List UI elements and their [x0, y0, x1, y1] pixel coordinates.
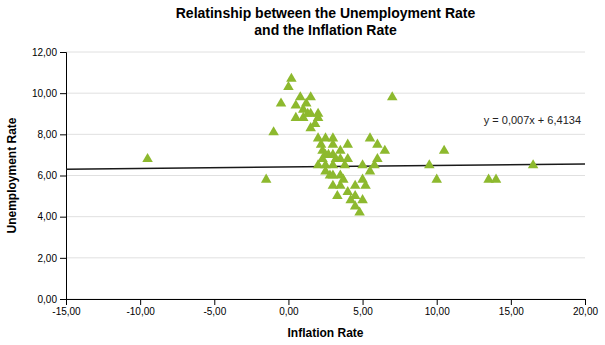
tick: -5,00: [203, 299, 226, 317]
tick-label: 6,00: [38, 170, 58, 181]
point: [439, 145, 450, 154]
y-axis-title: Unemployment Rate: [5, 117, 19, 233]
tick-mark: [288, 299, 289, 305]
tick-label: 0,00: [38, 294, 58, 305]
tick-label: 10,00: [32, 88, 57, 99]
tick: 4,00: [38, 211, 66, 222]
tick: 0,00: [38, 294, 66, 305]
tick-mark: [60, 299, 66, 300]
point: [328, 139, 339, 148]
point: [276, 97, 287, 106]
point: [283, 81, 294, 90]
tick-mark: [60, 52, 66, 53]
grid-line: [66, 216, 585, 217]
point: [291, 99, 302, 108]
point: [295, 91, 306, 100]
point: [360, 180, 371, 189]
x-axis-title: Inflation Rate: [287, 326, 363, 340]
tick: 15,00: [499, 299, 524, 317]
point: [424, 159, 435, 168]
point: [142, 153, 153, 162]
tick-mark: [60, 258, 66, 259]
point: [261, 174, 272, 183]
tick-mark: [60, 176, 66, 177]
tick-label: 0,00: [279, 306, 299, 317]
point: [350, 190, 361, 199]
tick-mark: [511, 299, 512, 305]
point: [268, 126, 279, 135]
tick: 12,00: [32, 47, 66, 58]
tick: 5,00: [353, 299, 373, 317]
tick: -10,00: [126, 299, 155, 317]
point: [387, 91, 398, 100]
grid: [66, 52, 585, 299]
tick-mark: [60, 217, 66, 218]
tick: 2,00: [38, 253, 66, 264]
point: [357, 159, 368, 168]
plot: -15,00 -10,00 -5,00 0,00 5,00 10,00 15,00 20,00…: [32, 47, 598, 317]
tick: 8,00: [38, 129, 66, 140]
point: [305, 91, 316, 100]
annotation: y = 0,007x + 6,4134: [484, 114, 581, 126]
point: [431, 174, 442, 183]
point: [491, 174, 502, 183]
tick-mark: [140, 299, 141, 305]
point: [354, 206, 365, 215]
tick: 0,00: [279, 299, 299, 317]
grid-line: [66, 52, 585, 53]
tick-label: 8,00: [38, 129, 58, 140]
point: [357, 194, 368, 203]
point: [342, 153, 353, 162]
point: [365, 132, 376, 141]
marks: [66, 73, 585, 216]
tick: 10,00: [32, 88, 66, 99]
tick: 6,00: [38, 170, 66, 181]
point: [528, 159, 539, 168]
tick-label: 2,00: [38, 253, 58, 264]
tick-label: -10,00: [126, 306, 155, 317]
point: [342, 139, 353, 148]
axis-line: [60, 53, 67, 300]
tick-label: 10,00: [425, 306, 450, 317]
tick-label: -5,00: [203, 306, 226, 317]
point: [332, 190, 343, 199]
point: [286, 73, 297, 82]
tick-mark: [60, 134, 66, 135]
title: Relatinship between the Unemployment Rat…: [176, 5, 476, 38]
tick: 10,00: [425, 299, 450, 317]
point: [372, 139, 383, 148]
y-axis: 0,00 2,00 4,00 6,00 8,00 10,00 12,00: [32, 47, 67, 305]
tick-mark: [214, 299, 215, 305]
point: [380, 145, 391, 154]
tick: 20,00: [573, 299, 598, 317]
tick-mark: [585, 299, 586, 305]
tick-label: 12,00: [32, 47, 57, 58]
tick-mark: [363, 299, 364, 305]
tick-mark: [60, 93, 66, 94]
point: [338, 174, 349, 183]
x-axis: -15,00 -10,00 -5,00 0,00 5,00 10,00 15,00 20,00: [52, 299, 598, 317]
tick-mark: [437, 299, 438, 305]
tick-label: -15,00: [52, 306, 81, 317]
tick-label: 15,00: [499, 306, 524, 317]
point: [313, 112, 324, 121]
tick-label: 5,00: [353, 306, 373, 317]
grid-line: [66, 175, 585, 176]
axis-line: [67, 300, 586, 306]
grid-line: [66, 93, 585, 94]
chart: -15,00 -10,00 -5,00 0,00 5,00 10,00 15,00 20,00…: [0, 0, 605, 345]
tick-label: 4,00: [38, 211, 58, 222]
point: [372, 153, 383, 162]
grid-line: [66, 257, 585, 258]
tick-label: 20,00: [573, 306, 598, 317]
